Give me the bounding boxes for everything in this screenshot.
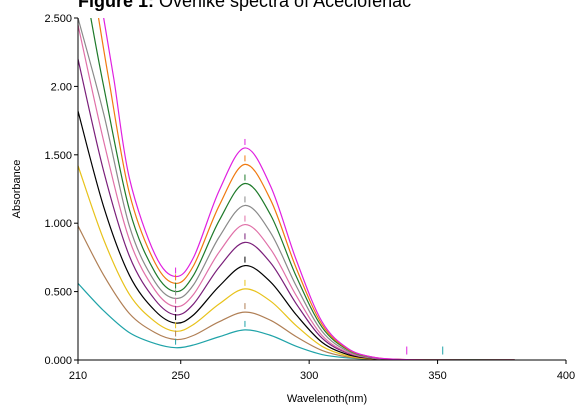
figure-number: Figure 1:: [78, 0, 155, 11]
x-tick-label: 400: [557, 370, 575, 382]
x-axis-label: Wavelenoth(nm): [287, 393, 367, 405]
series-line-10: [103, 18, 515, 360]
x-tick-label: 250: [172, 370, 190, 382]
series-layer: [78, 18, 515, 360]
series-line-8: [90, 18, 515, 360]
y-tick-label: 1.000: [44, 218, 72, 230]
y-tick-label: 2.500: [44, 13, 72, 25]
y-tick-label: 2.00: [51, 81, 72, 93]
series-line-6: [78, 24, 515, 360]
y-tick-label: 0.500: [44, 287, 72, 299]
figure-caption: Overlike spectra of Aceclofenac: [154, 0, 412, 11]
peak-markers: [175, 138, 444, 355]
y-axis-label: Absorbance: [11, 160, 23, 219]
y-tick-label: 1.500: [44, 150, 72, 162]
chart-title: Figure 1: Overlike spectra of Aceclofena…: [78, 0, 508, 12]
series-line-4: [78, 110, 515, 360]
x-tick-label: 350: [428, 370, 446, 382]
x-tick-label: 300: [300, 370, 318, 382]
y-tick-label: 0.000: [44, 355, 72, 367]
series-line-9: [97, 18, 515, 360]
series-line-7: [78, 18, 515, 360]
axes-layer: 0.000 0.500 1.000 1.500 2.00 2.500 210 250 300 35…: [44, 13, 575, 382]
x-tick-label: 210: [69, 370, 87, 382]
